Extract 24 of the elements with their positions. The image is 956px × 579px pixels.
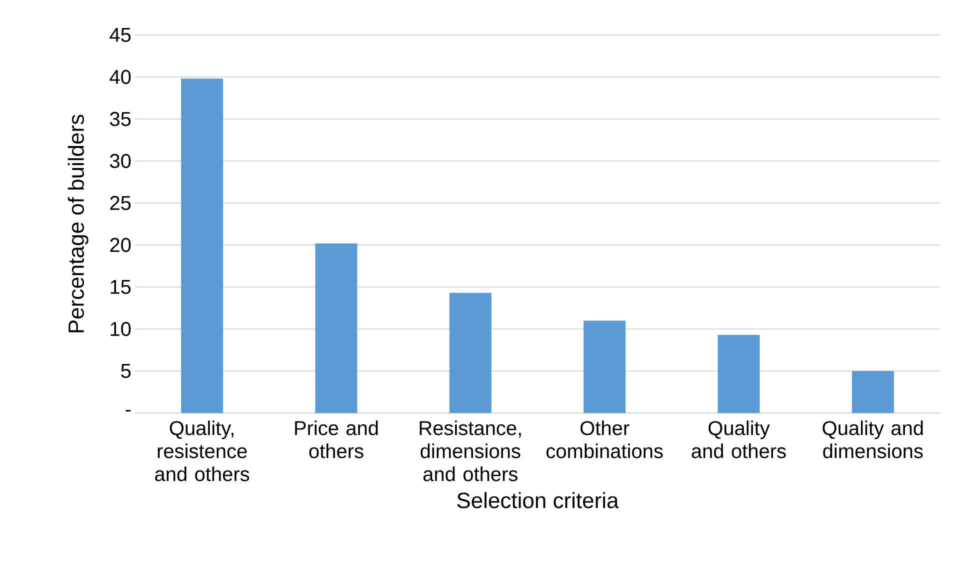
x-tick-label: Resistance, dimensions and others	[420, 420, 521, 482]
bar	[315, 243, 358, 413]
bar	[449, 292, 492, 413]
y-tick-label: -	[126, 410, 131, 412]
y-tick-label: 15	[110, 280, 131, 294]
y-tick-label: 40	[110, 70, 131, 84]
y-tick-label: 5	[121, 364, 131, 378]
y-tick-label: 20	[110, 238, 131, 252]
x-tick-label: Price and others	[295, 420, 378, 458]
bar	[584, 320, 626, 413]
y-tick-label: 25	[110, 196, 131, 210]
y-axis-title: Percentage of builders	[68, 114, 88, 332]
bar	[852, 371, 894, 413]
x-axis-title: Selection criteria	[457, 492, 619, 508]
x-tick-label: Quality, resistence and others	[155, 420, 250, 482]
x-tick-label: Other combinations	[546, 420, 663, 458]
x-tick-label: Quality and dimensions	[822, 420, 923, 458]
bar	[718, 334, 760, 413]
x-tick-label: Quality and others	[692, 420, 786, 458]
bar	[181, 78, 224, 413]
y-tick-label: 30	[110, 154, 131, 168]
y-tick-label: 10	[110, 322, 131, 336]
y-tick-label: 35	[110, 112, 131, 126]
y-tick-label: 45	[110, 28, 131, 42]
